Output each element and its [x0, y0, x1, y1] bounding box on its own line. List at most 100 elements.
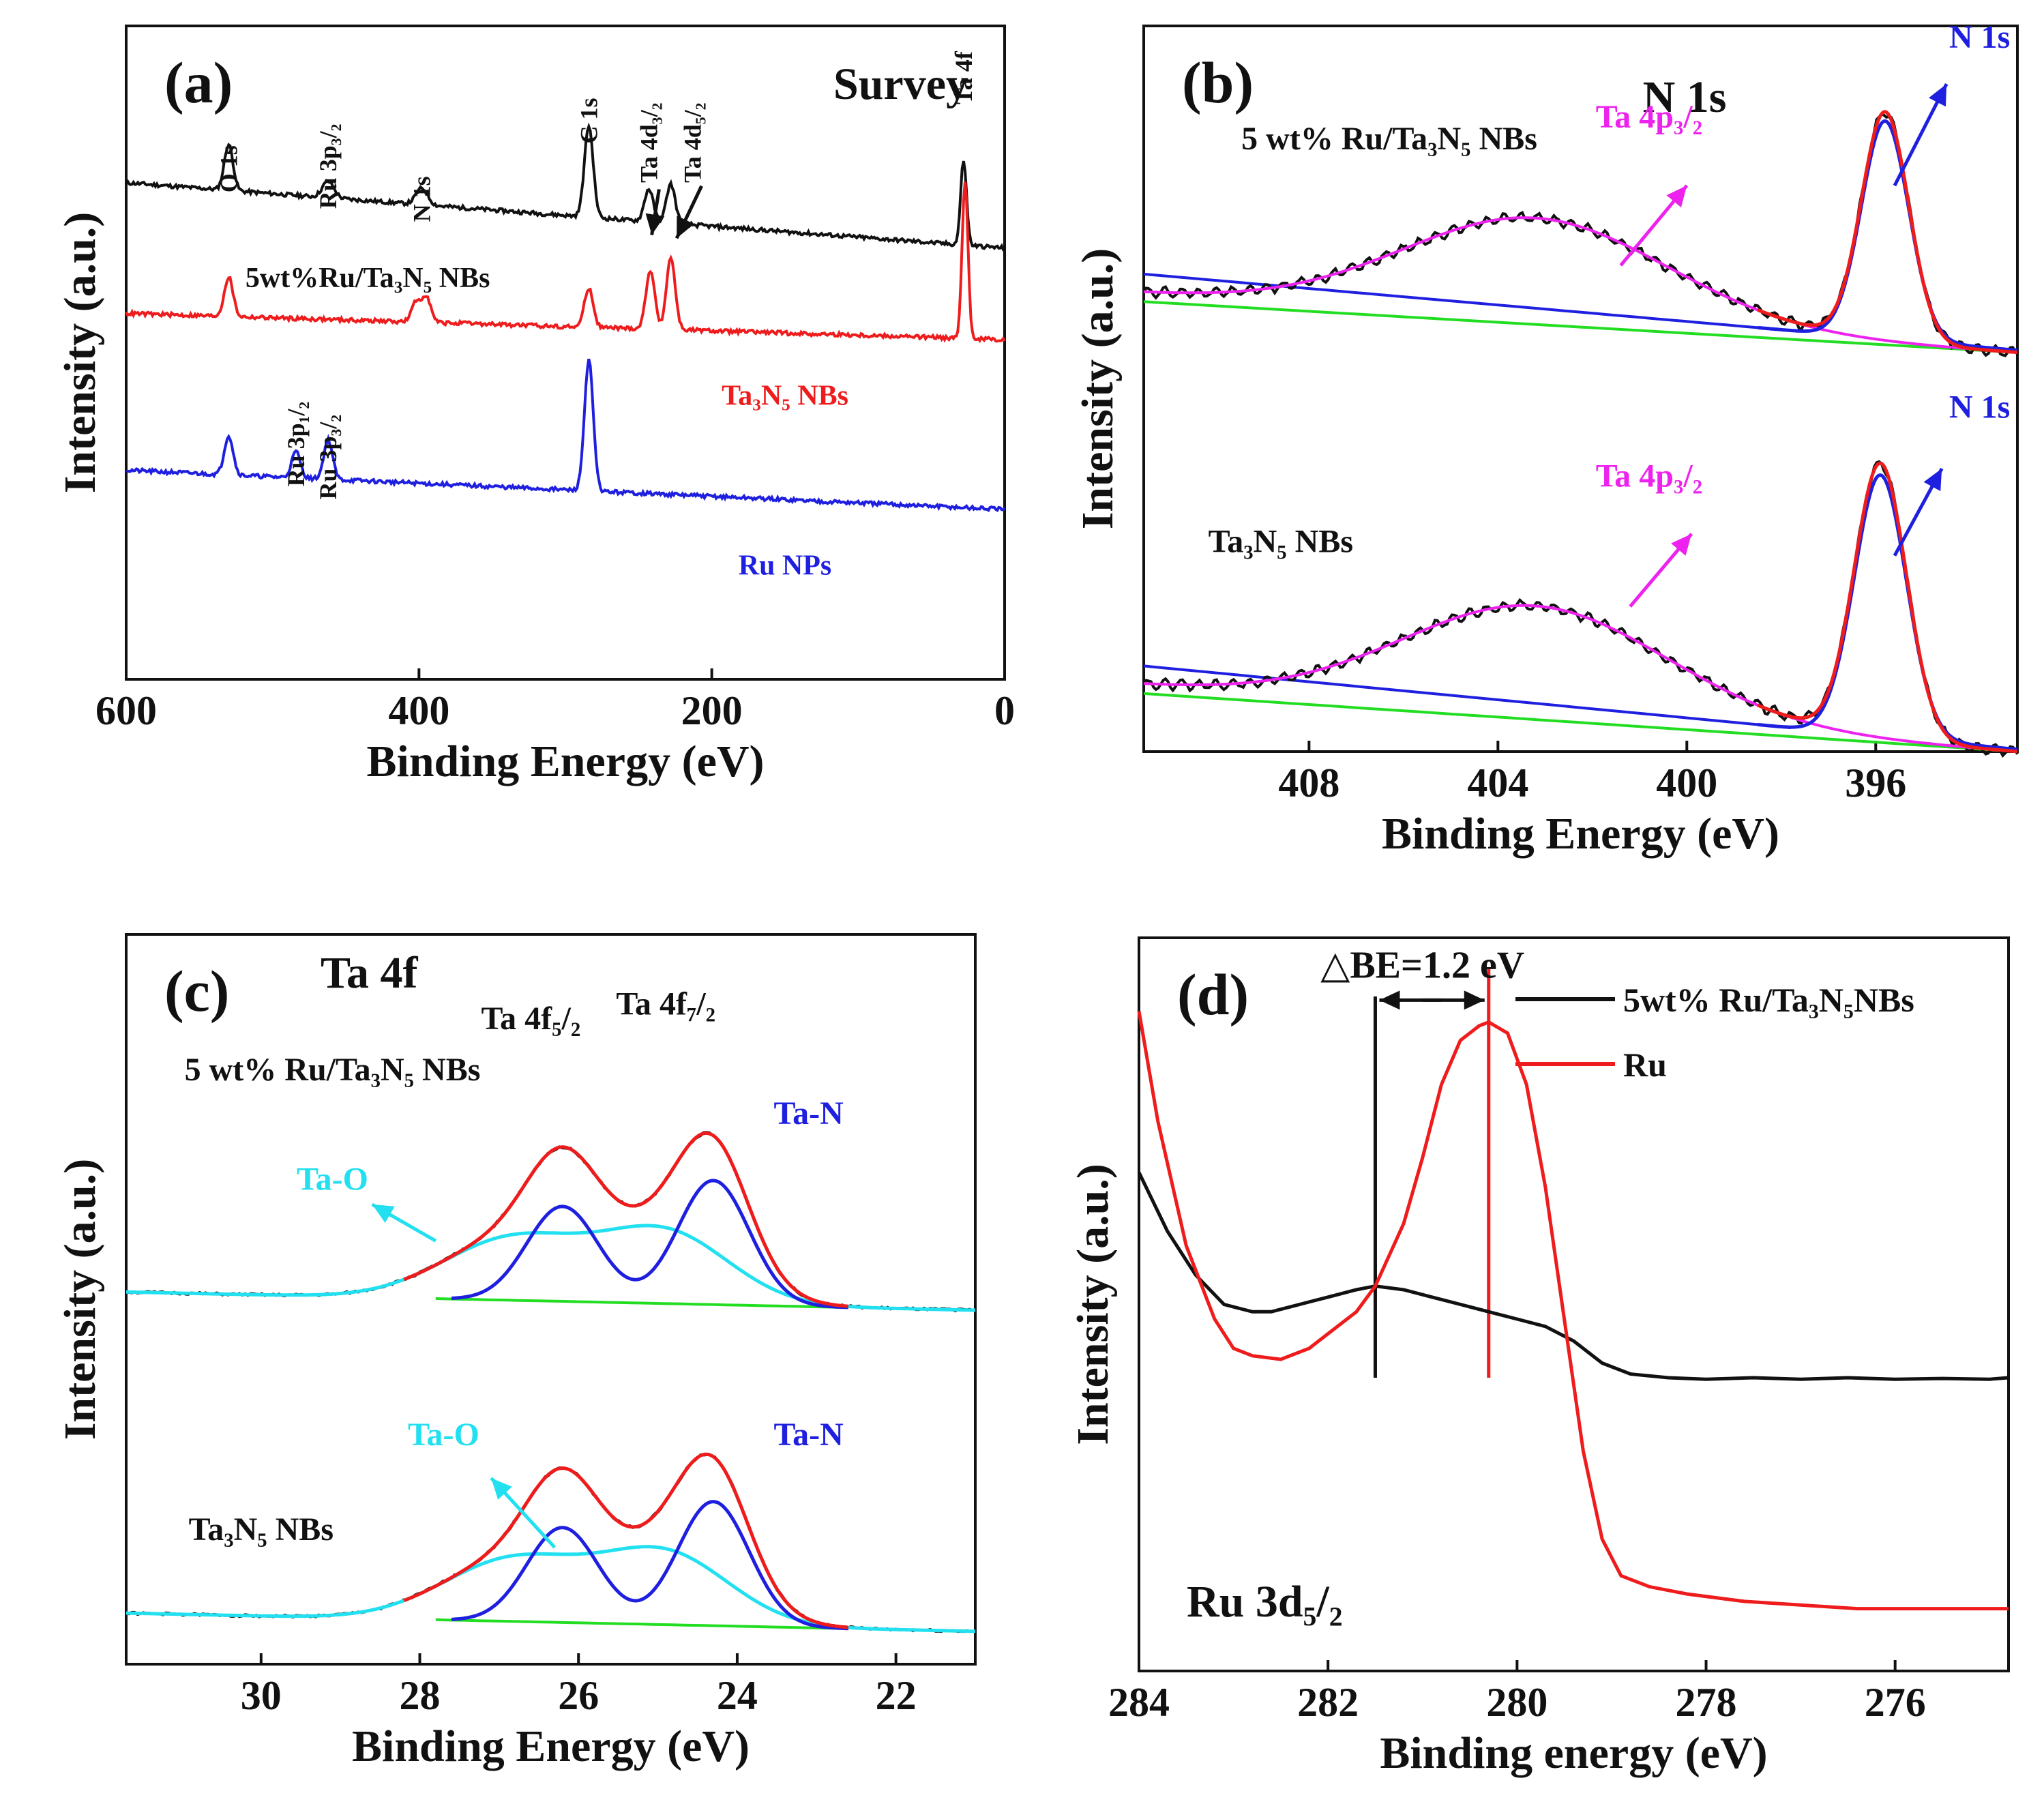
- x-tick-label-d-276: 276: [1865, 1680, 1926, 1725]
- series-line-d-0: [1137, 1171, 2009, 1381]
- label-c-1-2: Ta-N: [774, 1417, 844, 1453]
- x-tick-label-b-408: 408: [1278, 760, 1339, 805]
- series-line-d-1: [1137, 1011, 2009, 1611]
- panel-title-a: Survey: [833, 59, 968, 109]
- y-axis-label-d: Intensity (a.u.): [1068, 1164, 1118, 1445]
- x-tick-label-a-600: 600: [95, 688, 157, 733]
- label-b-1-1: Ta 4p₃/₂: [1596, 458, 1702, 494]
- series-line-a-2: [125, 358, 1006, 513]
- peak-label-a-0-1: Ru 3p₃/₂: [314, 124, 342, 209]
- y-axis-label-a: Intensity (a.u.): [55, 212, 105, 494]
- x-tick-label-c-24: 24: [717, 1673, 758, 1718]
- x-tick-label-a-200: 200: [681, 688, 743, 733]
- label-c-0-2: Ta-O: [297, 1162, 368, 1198]
- ta-o-fit-c-0: [125, 1224, 975, 1312]
- arrow-c-0-0: [371, 1202, 437, 1243]
- x-tick-label-d-282: 282: [1297, 1680, 1359, 1725]
- background-b-0: [1143, 272, 1791, 332]
- background-b-1: [1143, 664, 1791, 730]
- baseline-b-0: [1143, 300, 2018, 354]
- peak-label-a-0-4: Ta 4d₃/₂: [635, 103, 662, 183]
- series-label-a-2: Ru NPs: [739, 550, 832, 582]
- label-b-1-0: Ta₃N₅ NBs: [1209, 523, 1353, 559]
- plot-frame-b: [1142, 25, 2019, 753]
- panel-label-a: (a): [164, 50, 233, 115]
- peak-label-a-2-1: Ru 3p₃/₂: [314, 415, 342, 500]
- series-label-a-1: Ta₃N₅ NBs: [722, 381, 848, 412]
- x-axis-label-b: Binding Energy (eV): [1382, 809, 1779, 859]
- panel-label-d: (d): [1177, 962, 1249, 1027]
- x-axis-label-d: Binding energy (eV): [1380, 1728, 1767, 1778]
- panel-label-b: (b): [1182, 50, 1254, 115]
- plot-frame-d: [1138, 936, 2010, 1672]
- inner-label-d: Ru 3d₅/₂: [1187, 1577, 1343, 1627]
- arrow-b-0-0: [1619, 184, 1689, 267]
- x-tick-label-b-404: 404: [1467, 760, 1528, 805]
- label-c-0-1: Ta-N: [774, 1095, 844, 1132]
- peak-arrow-a-1: [675, 185, 703, 239]
- plot-frame-c: [125, 933, 977, 1666]
- peak-label-a-0-2: N 1s: [409, 176, 436, 222]
- raw-data-c-0: [125, 1131, 976, 1313]
- ta-o-fit-c-1: [125, 1545, 975, 1633]
- x-tick-label-c-28: 28: [400, 1673, 441, 1718]
- x-axis-label-a: Binding Energy (eV): [366, 737, 764, 786]
- arrow-b-1-0: [1629, 533, 1693, 608]
- label-b-1-2: N 1s: [1949, 389, 2010, 426]
- x-tick-label-c-30: 30: [241, 1673, 282, 1718]
- peak-label-c-1: Ta 4f₇/₂: [616, 986, 715, 1022]
- x-tick-label-a-400: 400: [388, 688, 449, 733]
- x-tick-label-d-280: 280: [1486, 1680, 1547, 1725]
- peak-label-a-2-0: Ru 3p₁/₂: [282, 402, 310, 487]
- x-tick-label-b-396: 396: [1845, 760, 1906, 805]
- label-b-0-0: 5 wt% Ru/Ta₃N₅ NBs: [1241, 121, 1537, 157]
- ta4p-fit-b-1: [1143, 604, 2018, 753]
- envelope-c-0: [403, 1131, 849, 1308]
- series-line-a-0: [125, 122, 1005, 252]
- peak-label-a-0-0: O 1s: [215, 145, 242, 192]
- n1s-fit-b-0: [1757, 119, 2018, 353]
- label-b-0-2: N 1s: [1949, 19, 2010, 55]
- panel-label-c: (c): [164, 958, 229, 1024]
- plot-frame-a: [125, 25, 1006, 681]
- label-c-1-1: Ta-O: [408, 1417, 479, 1453]
- x-tick-label-b-400: 400: [1656, 760, 1717, 805]
- series-label-a-0: 5wt%Ru/Ta₃N₅ NBs: [246, 263, 490, 294]
- envelope-b-1: [1757, 461, 2018, 754]
- x-tick-label-c-26: 26: [558, 1673, 599, 1718]
- y-axis-label-c: Intensity (a.u.): [55, 1159, 105, 1440]
- ta-n-fit-c-1: [451, 1500, 848, 1631]
- ta-n-fit-c-0: [451, 1179, 848, 1310]
- x-axis-label-c: Binding Energy (eV): [352, 1721, 750, 1771]
- baseline-c-1: [435, 1618, 848, 1630]
- peak-arrow-a-0: [645, 189, 665, 235]
- panel-title-b: N 1s: [1643, 72, 1727, 122]
- peak-label-c-0: Ta 4f₅/₂: [482, 1001, 581, 1037]
- baseline-b-1: [1143, 692, 2018, 753]
- x-tick-label-d-284: 284: [1108, 1680, 1170, 1725]
- peak-label-a-0-6: Ta 4f: [950, 50, 977, 104]
- series-line-a-1: [125, 181, 1006, 344]
- legend-label-1: Ru: [1623, 1046, 1667, 1084]
- peak-label-a-0-5: Ta 4d₅/₂: [679, 103, 707, 183]
- arrow-b-1-1: [1893, 467, 1944, 557]
- ta4p-fit-b-0: [1143, 216, 2018, 354]
- baseline-c-0: [435, 1297, 848, 1309]
- arrow-b-0-1: [1893, 83, 1949, 187]
- delta-be-arrow-right: [1422, 990, 1485, 1010]
- label-c-0-0: 5 wt% Ru/Ta₃N₅ NBs: [185, 1052, 481, 1088]
- legend-label-0: 5wt% Ru/Ta₃N₅NBs: [1623, 981, 1914, 1019]
- x-tick-label-d-278: 278: [1676, 1680, 1737, 1725]
- delta-be-annotation: △BE=1.2 eV: [1320, 944, 1524, 986]
- envelope-b-0: [1757, 110, 2018, 355]
- panel-title-c: Ta 4f: [321, 948, 418, 998]
- raw-data-b-1: [1142, 460, 2019, 758]
- y-axis-label-b: Intensity (a.u.): [1073, 248, 1123, 530]
- label-b-0-1: Ta 4p₃/₂: [1596, 99, 1702, 135]
- label-c-1-0: Ta₃N₅ NBs: [189, 1511, 334, 1548]
- envelope-c-1: [403, 1452, 849, 1629]
- peak-label-a-0-3: C 1s: [575, 98, 602, 143]
- n1s-fit-b-1: [1757, 473, 2018, 752]
- x-tick-label-c-22: 22: [876, 1673, 917, 1718]
